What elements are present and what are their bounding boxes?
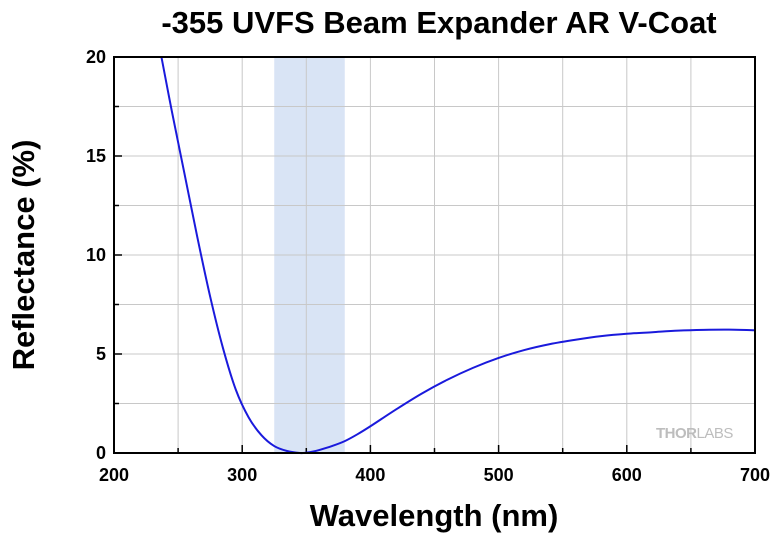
tick-labels: 200 300 400 500 600 700 0 5 10 15 20 xyxy=(86,47,770,485)
plot-frame xyxy=(113,56,756,454)
grid-lines xyxy=(114,57,755,453)
x-tick-label: 700 xyxy=(740,465,770,485)
watermark-part1: THOR xyxy=(656,425,697,442)
reflectance-curve xyxy=(160,56,756,455)
watermark-part2: LABS xyxy=(697,425,734,442)
y-tick-label: 15 xyxy=(86,146,106,166)
y-axis-label: Reflectance (%) xyxy=(6,140,41,371)
x-tick-label: 300 xyxy=(227,465,257,485)
x-axis-label: Wavelength (nm) xyxy=(310,498,559,533)
chart-title: -355 UVFS Beam Expander AR V-Coat xyxy=(161,5,716,40)
y-tick-label: 5 xyxy=(96,344,106,364)
x-tick-label: 500 xyxy=(484,465,514,485)
x-tick-label: 600 xyxy=(612,465,642,485)
x-tick-label: 400 xyxy=(355,465,385,485)
thorlabs-watermark: THORLABS xyxy=(656,425,733,442)
x-tick-label: 200 xyxy=(99,465,129,485)
y-tick-label: 10 xyxy=(86,245,106,265)
y-tick-label: 20 xyxy=(86,47,106,67)
y-tick-label: 0 xyxy=(96,443,106,463)
